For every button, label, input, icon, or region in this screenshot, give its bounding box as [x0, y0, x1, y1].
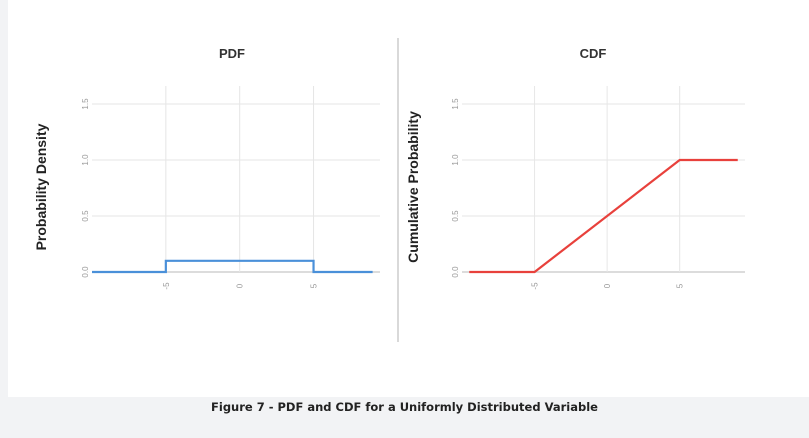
pdf-y-tick-label: 1.0 — [81, 154, 90, 166]
cdf-x-tick-label: 5 — [676, 283, 685, 288]
cdf-y-tick-label: 1.5 — [451, 98, 460, 110]
pdf-chart: PDF Probability Density 0.0 0.5 1.0 1.5 -5 0 5 — [33, 46, 380, 290]
pdf-series — [92, 259, 373, 274]
pdf-y-axis-label: Probability Density — [33, 123, 49, 250]
pdf-x-tick-label: 0 — [236, 283, 245, 288]
cdf-series-line — [469, 158, 738, 274]
figure-caption: Figure 7 - PDF and CDF for a Uniformly D… — [211, 400, 598, 414]
pdf-y-tick-label: 0.0 — [81, 266, 90, 278]
cdf-x-tick-label: -5 — [531, 282, 540, 290]
pdf-y-tick-label: 1.5 — [81, 98, 90, 110]
pdf-y-tick-label: 0.5 — [81, 210, 90, 222]
pdf-x-tick-label: -5 — [162, 282, 171, 290]
cdf-grid — [462, 86, 745, 273]
cdf-title: CDF — [580, 46, 607, 61]
cdf-x-tick-label: 0 — [603, 283, 612, 288]
pdf-title: PDF — [219, 46, 245, 61]
cdf-series — [469, 158, 738, 274]
pdf-series-line — [92, 259, 373, 274]
panel-divider — [397, 38, 399, 342]
cdf-ticks: 0.0 0.5 1.0 1.5 -5 0 5 — [451, 98, 685, 290]
cdf-chart: CDF Cumulative Probability 0.0 0.5 1.0 1.5 -… — [405, 46, 745, 290]
cdf-y-tick-label: 0.0 — [451, 266, 460, 278]
cdf-y-axis-label: Cumulative Probability — [405, 111, 421, 263]
figure-card — [8, 0, 809, 397]
pdf-x-tick-label: 5 — [310, 283, 319, 288]
pdf-ticks: 0.0 0.5 1.0 1.5 -5 0 5 — [81, 98, 319, 290]
cdf-y-tick-label: 0.5 — [451, 210, 460, 222]
cdf-y-tick-label: 1.0 — [451, 154, 460, 166]
pdf-grid — [92, 86, 380, 273]
